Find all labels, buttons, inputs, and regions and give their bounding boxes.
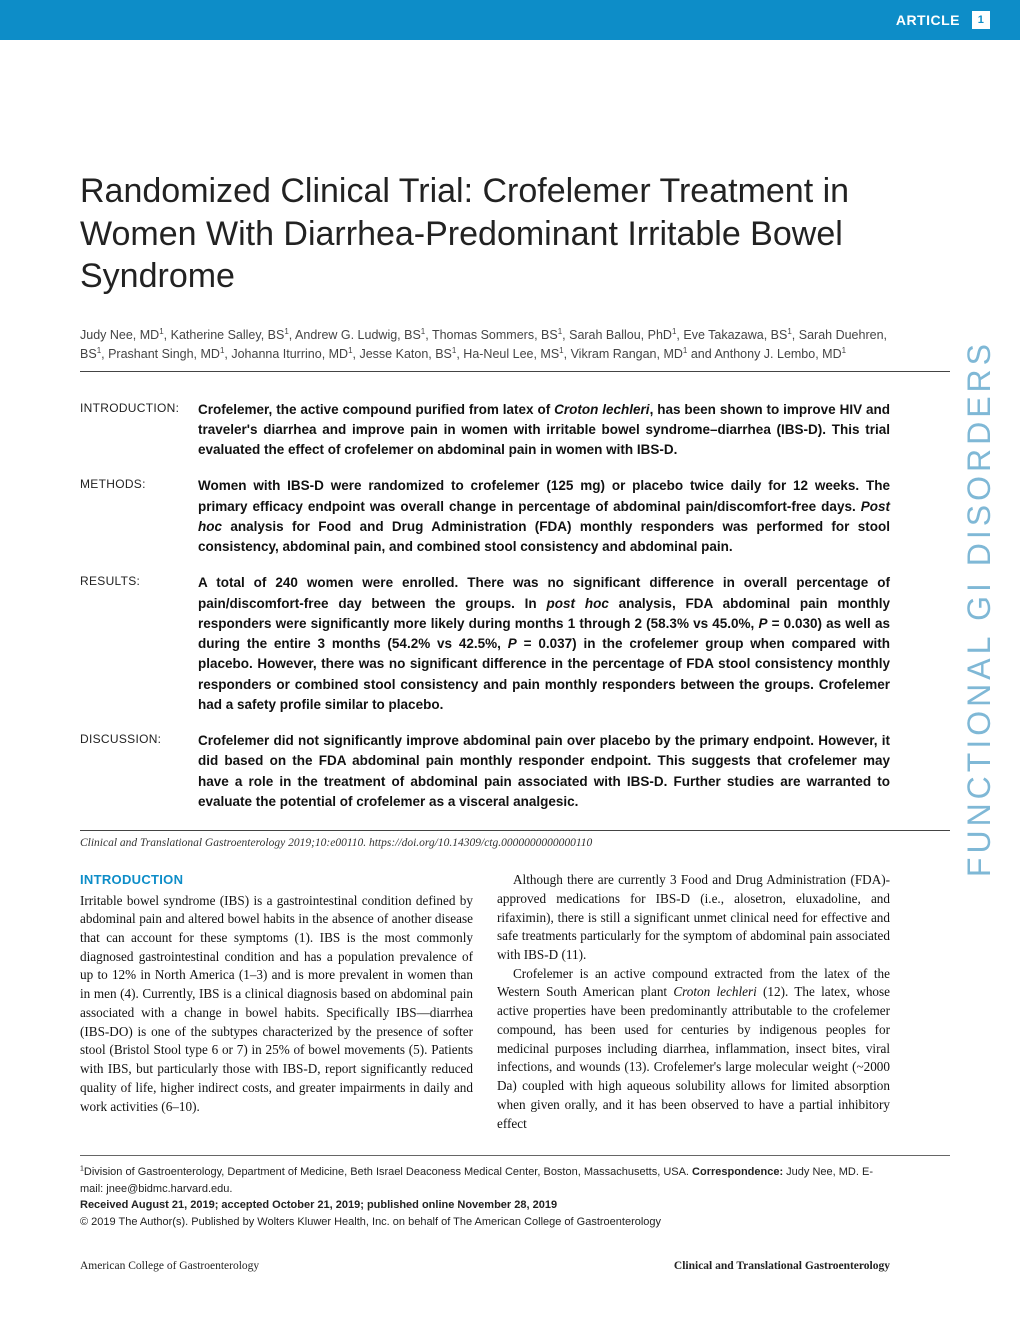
abstract-label: METHODS: <box>80 476 198 557</box>
body-paragraph: Although there are currently 3 Food and … <box>497 871 890 965</box>
abstract-block: INTRODUCTION: Crofelemer, the active com… <box>80 400 950 813</box>
body-columns: INTRODUCTION Irritable bowel syndrome (I… <box>80 871 950 1133</box>
affiliation-footer: 1Division of Gastroenterology, Departmen… <box>80 1155 950 1230</box>
abstract-row-introduction: INTRODUCTION: Crofelemer, the active com… <box>80 400 890 461</box>
running-footer-right: Clinical and Translational Gastroenterol… <box>674 1260 890 1272</box>
abstract-label: INTRODUCTION: <box>80 400 198 461</box>
abstract-row-discussion: DISCUSSION: Crofelemer did not significa… <box>80 731 890 812</box>
abstract-text: Women with IBS-D were randomized to crof… <box>198 476 890 557</box>
header-bar: ARTICLE 1 <box>0 0 1020 40</box>
section-heading-introduction: INTRODUCTION <box>80 871 473 889</box>
abstract-text: Crofelemer did not significantly improve… <box>198 731 890 812</box>
abstract-row-results: RESULTS: A total of 240 women were enrol… <box>80 573 890 715</box>
abstract-text: Crofelemer, the active compound purified… <box>198 400 890 461</box>
abstract-text: A total of 240 women were enrolled. Ther… <box>198 573 890 715</box>
header-page-number: 1 <box>972 11 990 29</box>
citation-line: Clinical and Translational Gastroenterol… <box>80 830 950 849</box>
page-content: FUNCTIONAL GI DISORDERS Randomized Clini… <box>0 170 1020 1302</box>
header-label: ARTICLE <box>896 12 960 28</box>
running-footer: American College of Gastroenterology Cli… <box>80 1260 950 1302</box>
affiliation-text: 1Division of Gastroenterology, Departmen… <box>80 1164 890 1197</box>
received-dates: Received August 21, 2019; accepted Octob… <box>80 1197 890 1214</box>
abstract-row-methods: METHODS: Women with IBS-D were randomize… <box>80 476 890 557</box>
running-footer-left: American College of Gastroenterology <box>80 1260 259 1272</box>
article-title: Randomized Clinical Trial: Crofelemer Tr… <box>80 170 950 298</box>
abstract-label: RESULTS: <box>80 573 198 715</box>
section-side-label: FUNCTIONAL GI DISORDERS <box>961 340 998 877</box>
body-paragraph: Crofelemer is an active compound extract… <box>497 965 890 1134</box>
body-paragraph: Irritable bowel syndrome (IBS) is a gast… <box>80 892 473 1117</box>
copyright-text: © 2019 The Author(s). Published by Wolte… <box>80 1214 890 1231</box>
author-list: Judy Nee, MD1, Katherine Salley, BS1, An… <box>80 326 950 372</box>
abstract-label: DISCUSSION: <box>80 731 198 812</box>
